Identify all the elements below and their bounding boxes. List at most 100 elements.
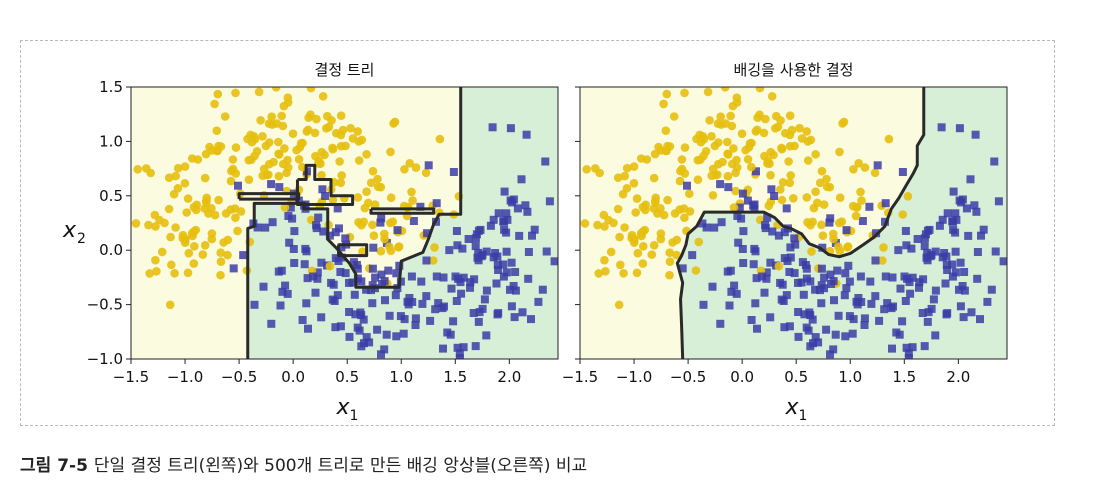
data-point-class1 bbox=[395, 261, 404, 270]
data-point-class0 bbox=[790, 141, 799, 151]
data-point-class1 bbox=[267, 180, 276, 189]
data-point-class0 bbox=[638, 227, 648, 236]
data-point-class1 bbox=[749, 260, 758, 269]
data-point-class1 bbox=[842, 284, 851, 293]
data-point-class0 bbox=[693, 175, 703, 184]
data-point-class0 bbox=[171, 171, 180, 181]
chart-panel-1: −1.5 −1.0 −0.5 0.0 0.5 1.0 1.5 2.0−1.0−0.50.00.… bbox=[62, 61, 559, 424]
data-point-class1 bbox=[321, 192, 330, 200]
data-point-class1 bbox=[806, 342, 815, 351]
data-point-class1 bbox=[418, 299, 427, 308]
data-point-class1 bbox=[866, 277, 875, 286]
data-point-class1 bbox=[688, 251, 697, 260]
data-point-class0 bbox=[731, 186, 740, 196]
data-point-class1 bbox=[915, 278, 924, 287]
data-point-class1 bbox=[447, 284, 456, 293]
data-point-class0 bbox=[835, 147, 844, 157]
data-point-class0 bbox=[616, 260, 625, 270]
data-point-class1 bbox=[380, 277, 389, 286]
data-point-class0 bbox=[817, 220, 826, 230]
data-point-class1 bbox=[476, 225, 485, 234]
data-point-class1 bbox=[466, 283, 474, 292]
data-point-class1 bbox=[902, 241, 911, 250]
data-point-class1 bbox=[938, 215, 947, 224]
data-point-class1 bbox=[973, 248, 982, 256]
data-point-class1 bbox=[524, 274, 533, 283]
data-point-class1 bbox=[702, 223, 711, 232]
y-tick-label: 0.0 bbox=[99, 241, 123, 259]
data-point-class0 bbox=[200, 173, 210, 183]
data-point-class1 bbox=[994, 197, 1003, 206]
data-point-class0 bbox=[747, 138, 756, 148]
data-point-class0 bbox=[388, 217, 398, 226]
data-point-class0 bbox=[429, 256, 438, 265]
data-point-class1 bbox=[990, 157, 999, 166]
data-point-class1 bbox=[432, 199, 441, 208]
data-point-class1 bbox=[951, 247, 960, 256]
data-point-class0 bbox=[362, 150, 371, 159]
data-point-class1 bbox=[499, 260, 508, 269]
data-point-class1 bbox=[359, 315, 368, 324]
data-point-class1 bbox=[964, 231, 973, 240]
data-point-class0 bbox=[856, 187, 865, 197]
data-point-class0 bbox=[802, 127, 811, 136]
data-point-class0 bbox=[298, 138, 307, 148]
data-point-class0 bbox=[723, 150, 733, 159]
data-point-class1 bbox=[303, 274, 312, 283]
data-point-class1 bbox=[816, 286, 824, 295]
data-point-class1 bbox=[432, 272, 441, 281]
data-point-class1 bbox=[699, 300, 708, 309]
data-point-class1 bbox=[971, 130, 980, 139]
data-point-class0 bbox=[214, 195, 223, 205]
data-point-class1 bbox=[935, 221, 944, 230]
data-point-class1 bbox=[976, 315, 984, 324]
y-axis-label-subscript: 2 bbox=[77, 231, 86, 247]
data-point-class0 bbox=[594, 269, 603, 278]
points-group bbox=[131, 87, 558, 359]
data-point-class1 bbox=[377, 350, 385, 359]
data-point-class1 bbox=[385, 311, 394, 320]
data-point-class1 bbox=[858, 217, 867, 225]
data-point-class0 bbox=[166, 232, 175, 242]
data-point-class1 bbox=[762, 274, 771, 283]
data-point-class1 bbox=[494, 266, 503, 274]
data-point-class1 bbox=[867, 299, 876, 308]
data-point-class1 bbox=[802, 264, 811, 273]
data-point-class1 bbox=[987, 285, 996, 294]
data-point-class0 bbox=[216, 270, 225, 280]
data-point-class1 bbox=[502, 209, 511, 218]
data-point-class1 bbox=[449, 168, 458, 176]
data-point-class0 bbox=[843, 242, 853, 251]
data-point-class0 bbox=[369, 231, 379, 240]
data-point-class0 bbox=[164, 173, 174, 182]
data-point-class1 bbox=[449, 317, 458, 326]
data-point-class0 bbox=[854, 159, 863, 168]
data-point-class1 bbox=[808, 315, 817, 324]
data-point-class1 bbox=[710, 223, 719, 232]
figure-svg: −1.5 −1.0 −0.5 0.0 0.5 1.0 1.5 2.0−1.0−0.50.00.… bbox=[62, 61, 1008, 424]
data-point-class0 bbox=[180, 162, 190, 171]
data-point-class1 bbox=[903, 274, 912, 283]
data-point-class0 bbox=[283, 163, 293, 172]
data-point-class1 bbox=[313, 268, 322, 277]
data-point-class1 bbox=[943, 309, 952, 318]
data-point-class1 bbox=[908, 343, 917, 352]
data-point-class0 bbox=[614, 300, 624, 310]
data-point-class1 bbox=[515, 231, 524, 240]
data-point-class0 bbox=[421, 168, 431, 178]
data-point-class1 bbox=[300, 260, 309, 269]
data-point-class1 bbox=[785, 268, 794, 276]
data-point-class1 bbox=[391, 291, 400, 300]
data-point-class1 bbox=[725, 301, 734, 310]
data-point-class0 bbox=[133, 165, 142, 174]
data-point-class0 bbox=[595, 168, 604, 178]
data-point-class1 bbox=[860, 314, 869, 323]
data-point-class0 bbox=[200, 241, 210, 250]
data-point-class1 bbox=[750, 204, 759, 213]
data-point-class1 bbox=[286, 203, 295, 212]
data-point-class1 bbox=[511, 286, 520, 295]
data-point-class1 bbox=[502, 228, 511, 237]
data-point-class0 bbox=[267, 112, 276, 121]
data-point-class0 bbox=[337, 171, 347, 180]
data-point-class0 bbox=[699, 134, 709, 144]
